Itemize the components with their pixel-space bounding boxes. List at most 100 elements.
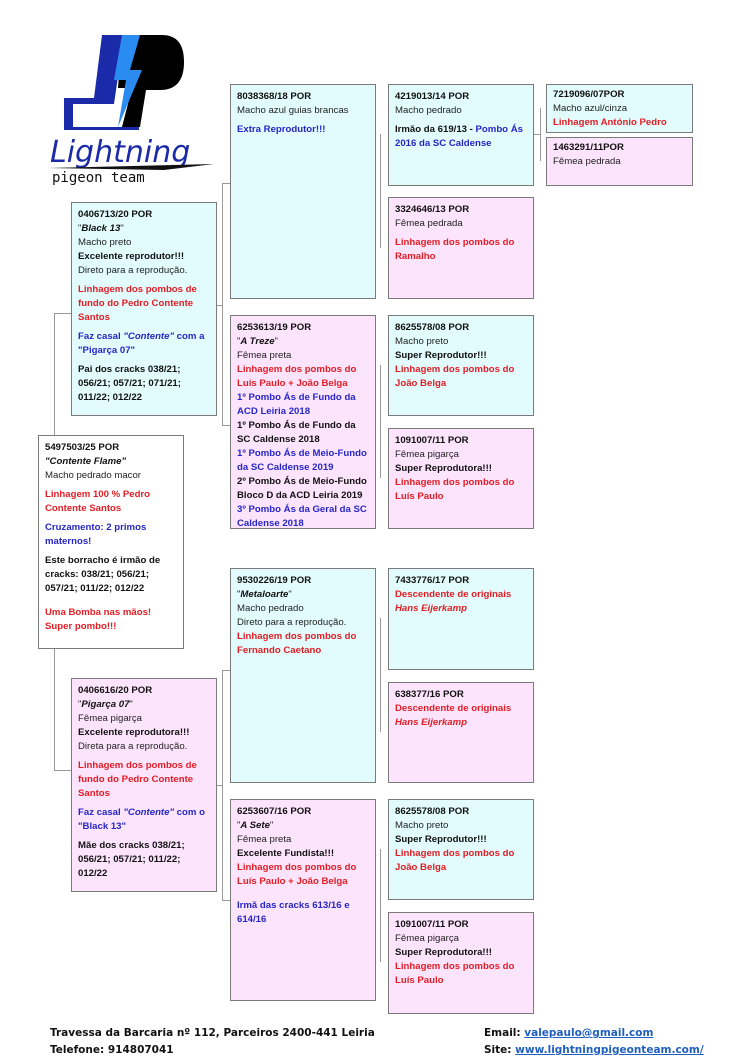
card-text: Fêmea preta [237,350,292,361]
connector [380,134,381,248]
card-text: 8625578/08 POR [395,322,470,333]
card-text: Macho pedrado [237,603,304,614]
card-line: Excelente Fundista!!! [237,847,369,861]
email-link[interactable]: valepaulo@gmail.com [524,1027,654,1039]
card-line: "Contente Flame" [45,455,177,469]
card-text: Descendente de originais [395,703,512,714]
card-line: 3324646/13 POR [395,203,527,217]
card-text: 8625578/08 POR [395,806,470,817]
card-line: Faz casal "Contente" com a "Pigarça 07" [78,330,210,358]
card-text: Faz casal [78,331,124,342]
card-line: 8625578/08 POR [395,321,527,335]
card-line: 1º Pombo Ás de Meio-Fundo da SC Caldense… [237,447,369,475]
card-text: Este borracho é irmão de cracks: 038/21;… [45,555,161,594]
card-line: 7433776/17 POR [395,574,527,588]
card-line: 6253613/19 POR [237,321,369,335]
card-text: 1463291/11POR [553,142,624,153]
card-text: Excelente reprodutor!!! [78,251,185,262]
card-text: Macho azul guias brancas [237,105,349,116]
card-text: Fêmea pigarça [78,713,142,724]
card-line: Super Reprodutor!!! [395,349,527,363]
card-line: 638377/16 POR [395,688,527,702]
logo: Lightning pigeon team [44,30,219,190]
pigeon-card-gen3: 8625578/08 POR Macho preto Super Reproduto… [388,315,534,416]
logo-mark-icon: Lightning pigeon team [48,35,214,186]
card-line: Irmã das cracks 613/16 e 614/16 [237,899,369,927]
card-text: Fêmea pedrada [553,156,621,167]
card-text: Super Reprodutora!!! [395,463,493,474]
phone: Telefone: 914807041 [50,1044,174,1056]
pigeon-card-sire-dam: 6253613/19 POR "A Treze" Fêmea preta Linhag… [230,315,376,529]
card-line: Linhagem dos pombos do Fernando Caetano [237,630,369,658]
card-line: Macho azul/cinza [553,102,686,116]
card-text: Linhagem dos pombos do João Belga [395,848,515,873]
card-text: Irmã das cracks 613/16 e 614/16 [237,900,350,925]
svg-text:pigeon team: pigeon team [52,170,145,186]
card-line: Macho pedrado [395,104,527,118]
card-line: Linhagem dos pombos do Ramalho [395,236,527,264]
connector [222,900,230,901]
card-line: Irmão da 619/13 - Pombo Ás 2016 da SC Ca… [395,123,527,151]
card-line: 0406713/20 POR [78,208,210,222]
card-text: Macho preto [78,237,132,248]
card-line: Macho azul guias brancas [237,104,369,118]
card-line: Macho preto [395,335,527,349]
card-text: " [78,699,82,710]
card-text: Linhagem dos pombos de fundo do Pedro Co… [78,760,197,799]
card-text: 3324646/13 POR [395,204,470,215]
card-text: Excelente Fundista!!! [237,848,335,859]
card-text: 5497503/25 POR [45,442,120,453]
card-text: 2º Pombo Ás de Meio-Fundo Bloco D da ACD… [237,476,367,501]
card-text: Linhagem dos pombos do Luís Paulo [395,961,515,986]
card-line: "A Sete" [237,819,369,833]
card-text: 0406713/20 POR [78,209,153,220]
card-line: "A Treze" [237,335,369,349]
connector [380,849,381,962]
card-text: "Contente" [123,331,175,342]
footer-contacts: Email: valepaulo@gmail.com Site: www.lig… [484,1025,704,1059]
card-line: 3º Pombo Ás da Geral da SC Caldense 2018 [237,503,369,531]
card-line: Linhagem dos pombos do Luís Paulo + João… [237,363,369,391]
card-text: 3º Pombo Ás da Geral da SC Caldense 2018 [237,504,367,529]
card-text: " [237,336,241,347]
card-text: " [237,589,241,600]
card-text: Linhagem dos pombos do Luís Paulo [395,477,515,502]
connector [216,305,222,306]
site-link[interactable]: www.lightningpigeonteam.com/ [515,1044,704,1056]
card-line: Linhagem dos pombos do João Belga [395,847,527,875]
card-text: 1091007/11 POR [395,435,469,446]
card-line: 1091007/11 POR [395,918,527,932]
card-text: Excelente reprodutora!!! [78,727,190,738]
card-line: 6253607/16 POR [237,805,369,819]
card-text: 6253613/19 POR [237,322,312,333]
card-text: Irmão da 619/13 - [395,124,476,135]
card-text: Pombo Ás 2016 da SC Caldense [395,124,523,149]
card-text: Fêmea preta [237,834,292,845]
pigeon-card-subject: 5497503/25 POR "Contente Flame" Macho pedr… [38,435,184,649]
card-line: Direta para a reprodução. [78,740,210,754]
card-line: Linhagem dos pombos do Luís Paulo [395,960,527,988]
pigeon-card-gen4: 1463291/11POR Fêmea pedrada [546,137,693,186]
card-line: Fêmea preta [237,833,369,847]
card-text: Cruzamento: 2 primos maternos! [45,522,147,547]
card-line: Faz casal "Contente" com o "Black 13" [78,806,210,834]
card-text: Macho preto [395,820,449,831]
card-text: Super Reprodutor!!! [395,834,487,845]
card-text: 7433776/17 POR [395,575,470,586]
card-text: Mãe dos cracks 038/21; 056/21; 057/21; 0… [78,840,185,879]
card-line: Super Reprodutora!!! [395,946,527,960]
card-line: Pai dos cracks 038/21; 056/21; 057/21; 0… [78,363,210,405]
card-line: Fêmea pedrada [395,217,527,231]
card-text: com o "Black 13" [78,807,205,832]
card-line: 1463291/11POR [553,141,686,155]
connector [380,618,381,732]
card-line: "Pigarça 07" [78,698,210,712]
card-text: " [78,223,82,234]
card-text: Macho azul/cinza [553,103,628,114]
card-text: 1º Pombo Ás de Fundo da ACD Leiria 2018 [237,392,356,417]
connector [54,313,55,435]
card-line: 5497503/25 POR [45,441,177,455]
email-label: Email: [484,1027,525,1039]
connector [54,770,71,771]
site-label: Site: [484,1044,516,1056]
